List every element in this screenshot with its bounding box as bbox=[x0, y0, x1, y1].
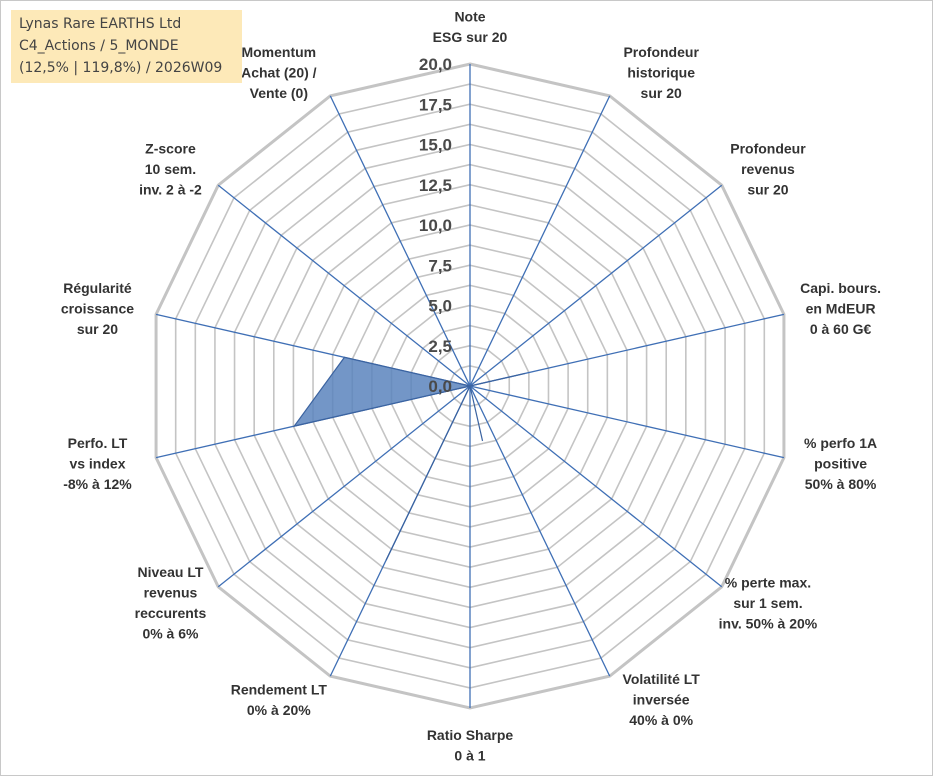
tick-label: 5,0 bbox=[428, 297, 452, 316]
company-name: Lynas Rare EARTHS Ltd bbox=[19, 13, 236, 35]
tick-label: 20,0 bbox=[419, 55, 452, 74]
tick-label: 10,0 bbox=[419, 216, 452, 235]
tick-label: 2,5 bbox=[428, 337, 452, 356]
axis-spoke bbox=[470, 96, 610, 386]
portfolio-category: C4_Actions / 5_MONDE bbox=[19, 35, 236, 57]
radar-tick-labels: 0,0 2,5 5,0 7,5 10,0 12,5 15,0 17,5 20,0 bbox=[419, 55, 452, 396]
axis-spoke bbox=[218, 386, 470, 587]
axis-spoke bbox=[470, 386, 610, 676]
info-box: Lynas Rare EARTHS Ltd C4_Actions / 5_MON… bbox=[11, 10, 242, 83]
period-info: (12,5% | 119,8%) / 2026W09 bbox=[19, 57, 236, 79]
tick-label: 17,5 bbox=[419, 95, 452, 114]
tick-label: 12,5 bbox=[419, 176, 452, 195]
axis-spoke bbox=[470, 185, 722, 386]
tick-label: 7,5 bbox=[428, 256, 452, 275]
axis-label: % perte max.sur 1 sem.inv. 50% à 20% bbox=[719, 574, 818, 631]
tick-label: 15,0 bbox=[419, 136, 452, 155]
axis-spoke bbox=[470, 386, 722, 587]
tick-label: 0,0 bbox=[428, 377, 452, 396]
